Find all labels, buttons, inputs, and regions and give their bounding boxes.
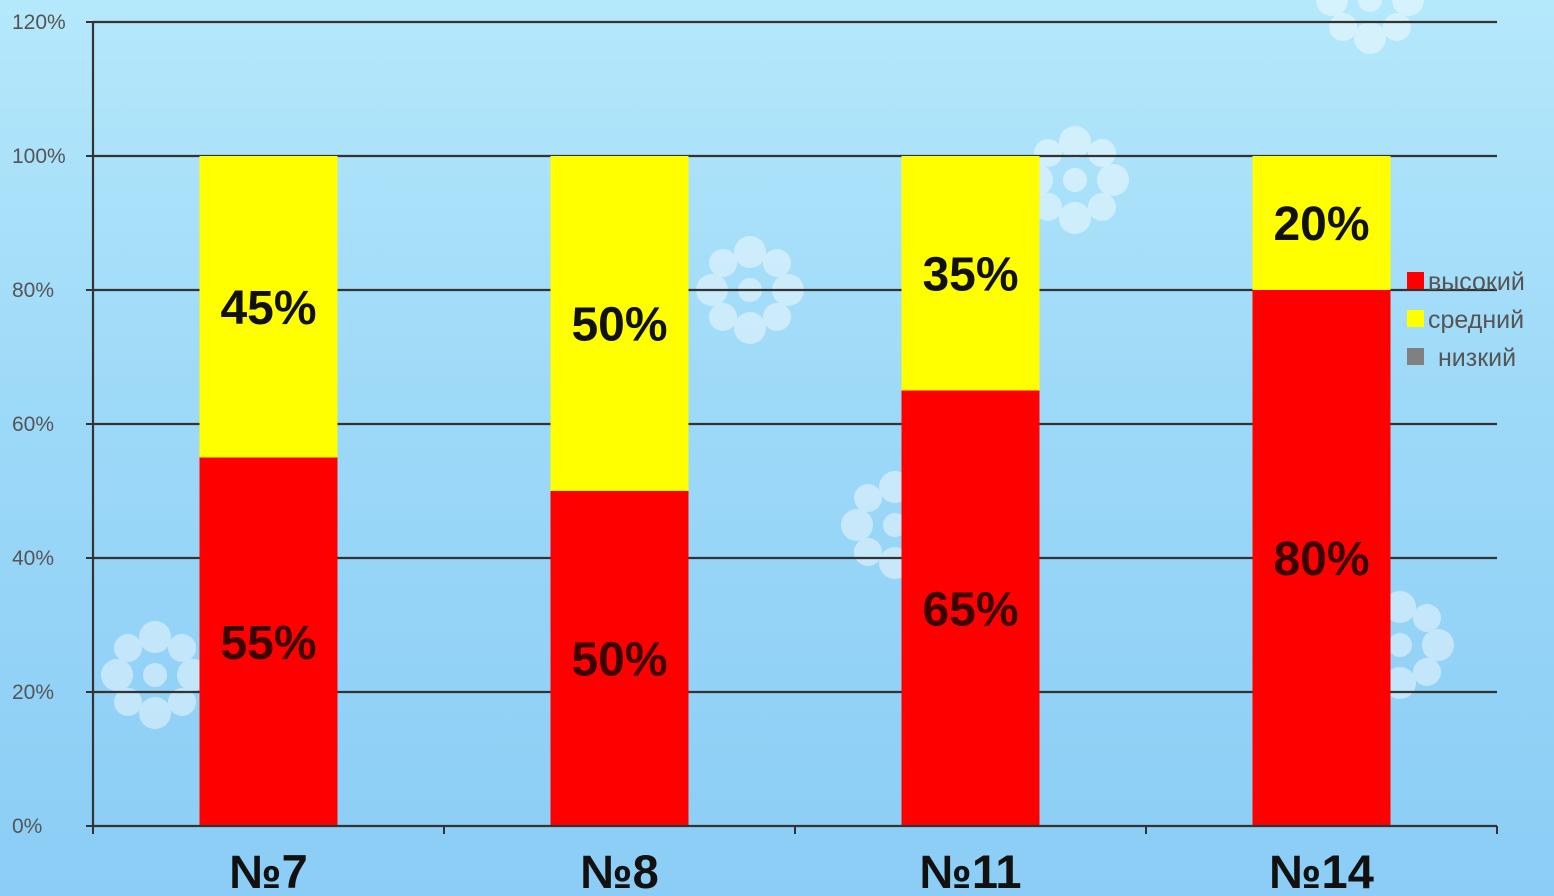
x-category-label: №8 [580, 845, 659, 896]
bar-segment-high [1252, 290, 1391, 826]
legend-label: низкий [1438, 344, 1516, 372]
flower-decoration-icon [1316, 0, 1424, 54]
bar-segment-high [901, 390, 1040, 826]
y-tick-label: 40% [12, 547, 54, 570]
x-axis-categories: №7 №8 №11 №14 [229, 845, 1374, 896]
bar-segment-medium [550, 156, 689, 491]
data-label: 65% [922, 583, 1018, 636]
bar-segment-high [550, 491, 689, 826]
data-label: 20% [1273, 198, 1369, 251]
data-label: 80% [1273, 533, 1369, 586]
legend: высокий средний низкий [1407, 268, 1525, 372]
bar-segment-medium [901, 156, 1040, 391]
x-category-label: №7 [229, 845, 308, 896]
x-category-label: №14 [1269, 845, 1374, 896]
flower-decoration-icon [101, 621, 209, 729]
y-tick-label: 80% [12, 279, 54, 302]
legend-swatch [1407, 272, 1424, 289]
legend-label: средний [1428, 306, 1524, 334]
x-category-label: №11 [919, 845, 1021, 896]
bar-segment-medium [199, 156, 338, 458]
data-label: 35% [922, 248, 1018, 301]
legend-label: высокий [1428, 268, 1525, 296]
data-label: 50% [571, 299, 667, 352]
bar-segment-high [199, 457, 338, 826]
axes [91, 22, 1498, 834]
legend-swatch [1407, 348, 1424, 365]
data-label: 45% [220, 282, 316, 335]
bar-segment-medium [1252, 156, 1391, 290]
y-tick-label: 120% [12, 11, 66, 34]
y-tick-label: 20% [12, 681, 54, 704]
data-labels: 55% 45% 50% 50% 65% 35% 80% 20% [220, 198, 1369, 687]
y-axis-ticks: 0% 20% 40% 60% 80% 100% 120% [12, 11, 93, 838]
y-tick-label: 0% [12, 815, 42, 838]
data-label: 55% [220, 617, 316, 670]
data-label: 50% [571, 634, 667, 687]
y-tick-label: 60% [12, 413, 54, 436]
legend-swatch [1407, 310, 1424, 327]
y-tick-label: 100% [12, 145, 66, 168]
bars [199, 156, 1391, 826]
